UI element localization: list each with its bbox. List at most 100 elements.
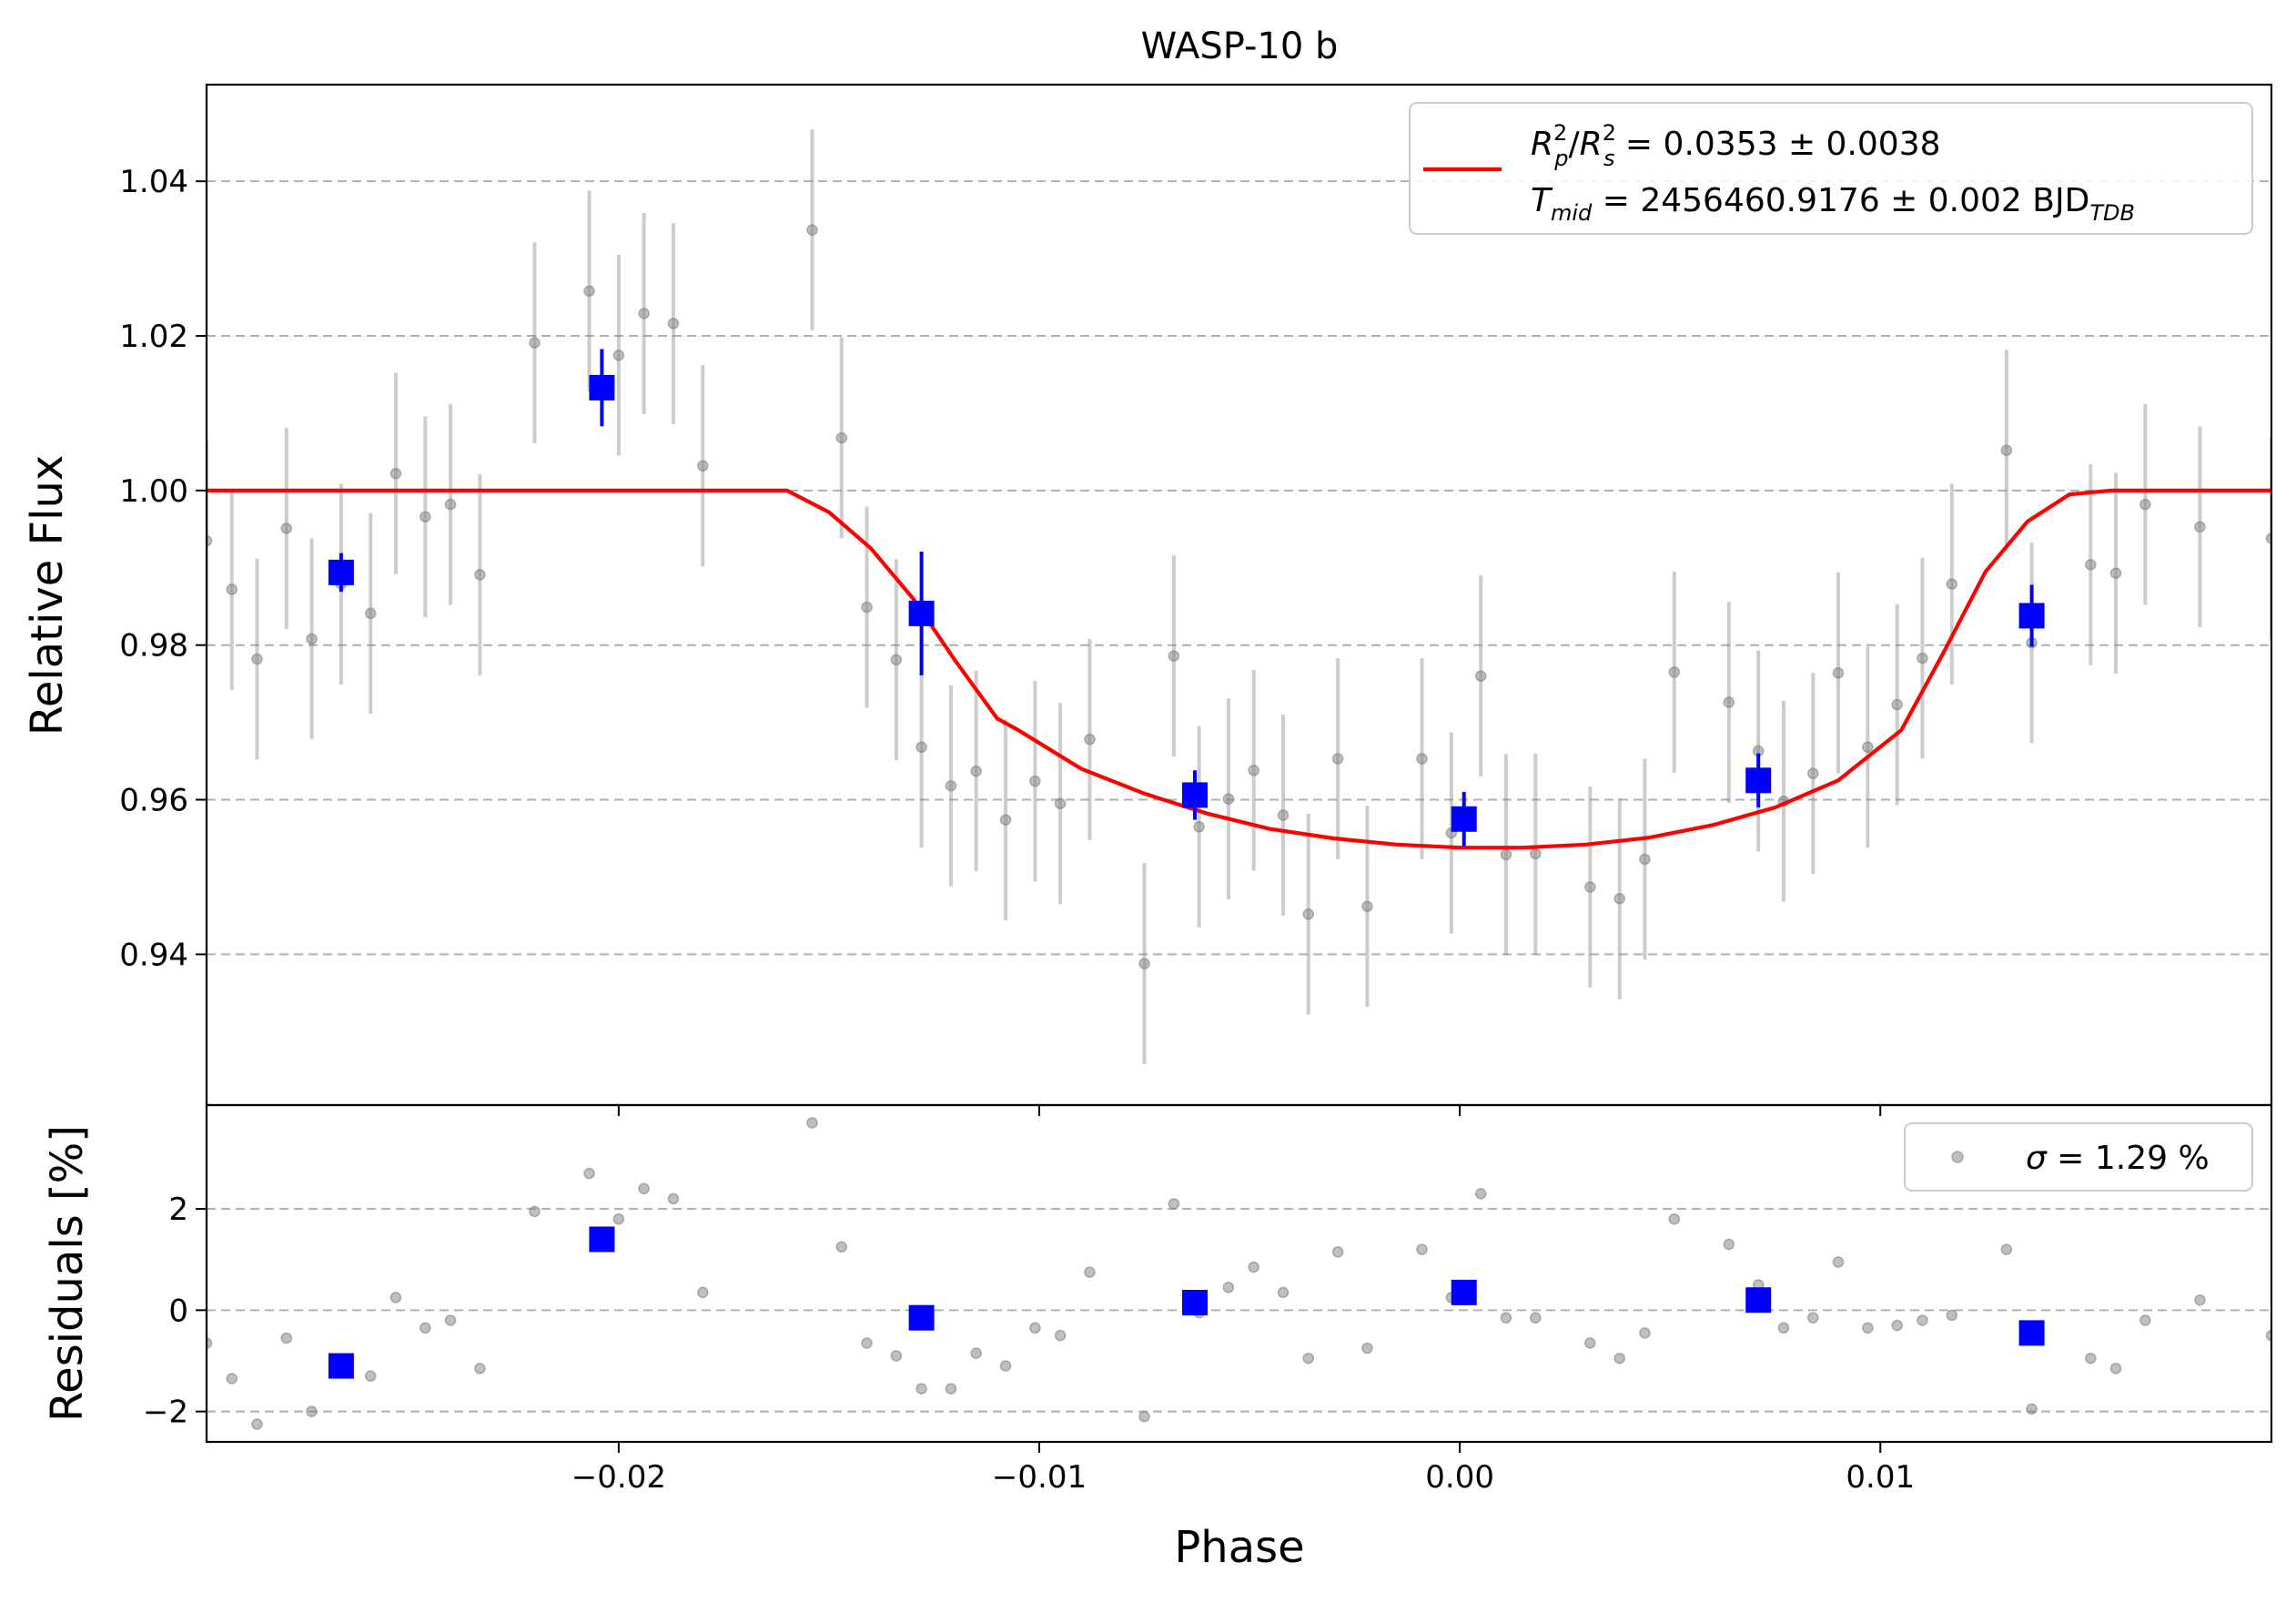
transit-model-line bbox=[207, 488, 2271, 850]
rs-superscript: 2 bbox=[1603, 120, 1616, 146]
main-data-point bbox=[1613, 893, 1625, 905]
main-binned-point bbox=[1181, 782, 1208, 808]
residuals-legend-swatch bbox=[1951, 1151, 1964, 1163]
x-tick-label: −0.02 bbox=[571, 1459, 666, 1496]
residual-binned-point bbox=[589, 1226, 615, 1253]
main-data-point bbox=[207, 534, 213, 547]
main-y-tick-label: 0.98 bbox=[119, 628, 188, 665]
main-data-point bbox=[945, 780, 957, 792]
main-data-point bbox=[638, 308, 650, 320]
residuals-x-ticks: −0.02 −0.01 0.00 0.01 bbox=[571, 1442, 1915, 1496]
rprs-value: = 0.0353 ± 0.0038 bbox=[1614, 126, 1940, 163]
main-data-points bbox=[207, 129, 2271, 1064]
residual-point bbox=[1302, 1352, 1314, 1365]
residual-point bbox=[364, 1370, 377, 1382]
residual-binned-point bbox=[1181, 1289, 1208, 1315]
residual-point bbox=[1168, 1198, 1180, 1210]
residual-point bbox=[612, 1212, 625, 1225]
residual-point bbox=[1138, 1410, 1150, 1423]
main-data-point bbox=[697, 460, 709, 472]
main-data-point bbox=[999, 814, 1012, 826]
residuals-y-tick-label: 0 bbox=[168, 1293, 188, 1329]
main-data-point bbox=[389, 467, 402, 480]
main-data-point bbox=[474, 569, 486, 581]
residuals-legend: σ = 1.29 % bbox=[1904, 1122, 2253, 1192]
residual-point bbox=[1500, 1312, 1512, 1324]
residual-point bbox=[207, 1337, 213, 1349]
main-binned-point bbox=[589, 374, 615, 401]
main-data-point bbox=[1302, 908, 1314, 920]
rp-symbol: R bbox=[1531, 126, 1553, 163]
residual-point bbox=[1248, 1261, 1259, 1273]
main-data-point bbox=[667, 318, 680, 330]
main-data-point bbox=[306, 633, 318, 645]
main-data-point bbox=[1416, 753, 1428, 765]
main-data-point bbox=[1084, 734, 1096, 746]
main-data-point bbox=[1832, 667, 1845, 679]
residual-point bbox=[638, 1182, 650, 1195]
main-data-point bbox=[915, 741, 927, 754]
main-data-point bbox=[1946, 578, 1958, 590]
residual-point bbox=[915, 1383, 927, 1395]
residual-point bbox=[1862, 1322, 1874, 1334]
main-data-point bbox=[364, 607, 377, 620]
residual-point bbox=[1946, 1309, 1958, 1322]
residual-point bbox=[2194, 1294, 2206, 1306]
main-data-point bbox=[2265, 533, 2271, 544]
main-binned-points bbox=[328, 349, 2045, 847]
x-tick-label: 0.01 bbox=[1846, 1459, 1915, 1496]
residual-point bbox=[306, 1405, 318, 1417]
residual-binned-point bbox=[1745, 1287, 1772, 1314]
residual-point bbox=[2139, 1314, 2151, 1326]
residual-binned-point bbox=[328, 1353, 354, 1379]
residual-point bbox=[1891, 1319, 1903, 1332]
main-data-point bbox=[1723, 696, 1735, 708]
main-data-point bbox=[1807, 767, 1819, 779]
residual-point bbox=[835, 1241, 848, 1253]
main-data-point bbox=[1530, 847, 1542, 860]
main-binned-point bbox=[2018, 603, 2045, 629]
sigma-value: = 1.29 % bbox=[2047, 1140, 2210, 1177]
residuals-legend-box bbox=[1904, 1122, 2253, 1192]
main-legend: R2 p/R2 s = 0.0353 ± 0.0038 Tmid = 2456460… bbox=[1409, 102, 2253, 235]
main-data-point bbox=[1668, 666, 1681, 678]
residual-point bbox=[474, 1363, 486, 1375]
main-data-point bbox=[1248, 765, 1259, 776]
residual-point bbox=[697, 1286, 709, 1299]
main-data-point bbox=[1361, 900, 1373, 912]
residual-point bbox=[1639, 1327, 1651, 1339]
sigma-symbol: σ bbox=[2026, 1140, 2048, 1177]
main-data-point bbox=[806, 224, 818, 236]
residual-point bbox=[945, 1383, 957, 1395]
residual-point bbox=[1277, 1286, 1290, 1299]
main-legend-tmid: Tmid = 2456460.9176 ± 0.002 BJDTDB bbox=[1531, 182, 2135, 226]
residual-point bbox=[1416, 1243, 1428, 1255]
residual-point bbox=[2109, 1363, 2122, 1375]
residuals-panel: −2 0 2 −0.02 −0.01 0.00 0.01 Residuals [%] Ph… bbox=[42, 1103, 2273, 1573]
chart-title: WASP-10 b bbox=[1141, 25, 1339, 67]
x-tick-label: 0.00 bbox=[1425, 1459, 1494, 1496]
main-data-point bbox=[1331, 753, 1344, 765]
main-data-point bbox=[2000, 444, 2013, 456]
main-panel: 0.94 0.96 0.98 1.00 1.02 1.04 Relative Flux R… bbox=[22, 83, 2273, 1116]
main-y-tick-label: 0.96 bbox=[119, 783, 188, 819]
main-data-point bbox=[1138, 958, 1150, 969]
residuals-gridlines bbox=[207, 1208, 2271, 1413]
rp-superscript: 2 bbox=[1553, 120, 1567, 146]
main-data-point bbox=[612, 349, 625, 361]
main-data-point bbox=[1193, 821, 1205, 833]
main-data-point bbox=[1862, 741, 1874, 754]
main-binned-point bbox=[908, 600, 935, 626]
residuals-legend-text: σ = 1.29 % bbox=[2026, 1140, 2210, 1177]
main-data-point bbox=[2194, 521, 2206, 533]
tmid-value: = 2456460.9176 ± 0.002 BJD bbox=[1592, 182, 2089, 219]
residual-point bbox=[861, 1337, 873, 1349]
residual-point bbox=[251, 1418, 263, 1430]
residual-point bbox=[1723, 1238, 1735, 1251]
main-data-point bbox=[1474, 670, 1487, 682]
residual-binned-point bbox=[1451, 1279, 1477, 1305]
residual-point bbox=[1668, 1212, 1681, 1225]
main-data-point bbox=[444, 498, 457, 511]
residuals-y-tick-label: −2 bbox=[143, 1395, 188, 1431]
